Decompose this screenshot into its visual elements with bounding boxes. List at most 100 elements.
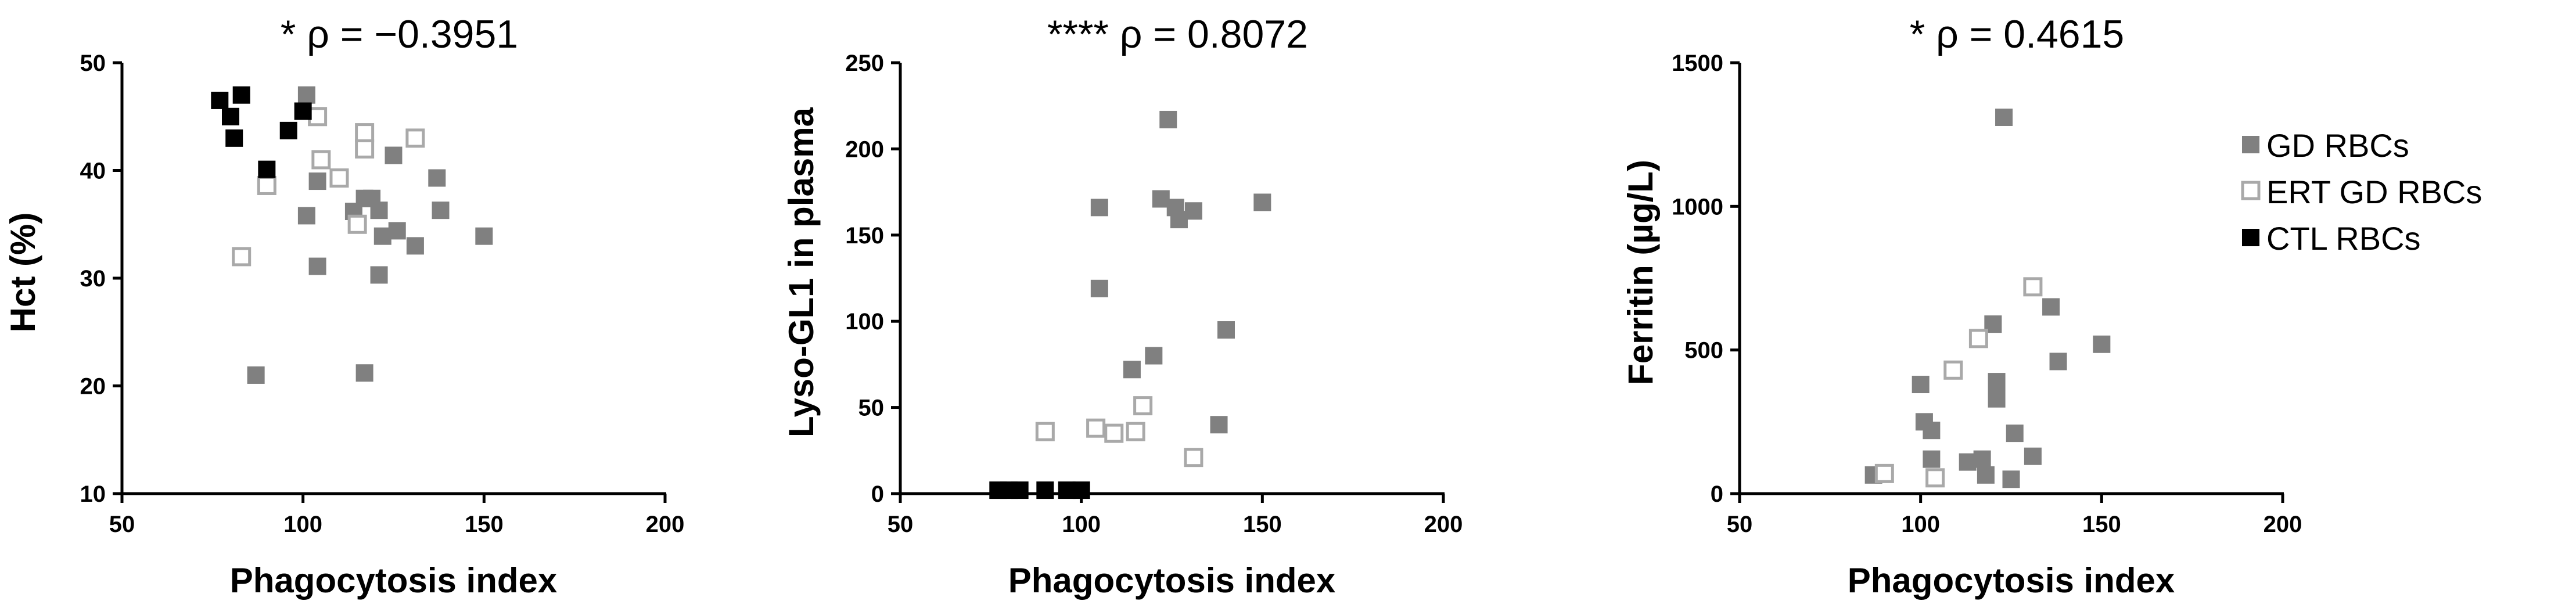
point-ert-gd-rbcs	[355, 123, 375, 143]
point-ert-gd-rbcs	[308, 107, 328, 127]
point-gd-rbcs	[475, 227, 493, 245]
y-tick-label: 150	[845, 223, 884, 249]
point-ctl-rbcs	[225, 129, 243, 147]
point-ert-gd-rbcs	[1086, 418, 1106, 438]
point-gd-rbcs	[308, 172, 326, 190]
point-ert-gd-rbcs	[1874, 463, 1894, 483]
point-gd-rbcs	[385, 146, 403, 164]
point-gd-rbcs	[1253, 193, 1271, 211]
point-ert-gd-rbcs	[1925, 468, 1945, 488]
point-gd-rbcs	[406, 237, 424, 255]
point-gd-rbcs	[308, 257, 326, 275]
point-ctl-rbcs	[232, 86, 250, 104]
point-ert-gd-rbcs	[257, 175, 276, 195]
x-tick-label: 50	[888, 512, 914, 537]
point-gd-rbcs	[1090, 199, 1108, 217]
x-tick-label: 50	[109, 512, 135, 537]
x-tick-label: 200	[1424, 512, 1463, 537]
x-axis-label: Phagocytosis index	[230, 561, 558, 600]
panel-hct: 50 100 150 200 10 20 30 40 50 * ρ = −0.3951 Phagoc…	[3, 12, 684, 600]
point-gd-rbcs	[1923, 450, 1941, 468]
point-ert-gd-rbcs	[347, 214, 367, 234]
point-ctl-rbcs	[222, 107, 239, 125]
point-ert-gd-rbcs	[405, 128, 425, 148]
point-gd-rbcs	[247, 366, 265, 384]
x-tick-label: 150	[2082, 512, 2121, 537]
legend-label-ctl-rbcs: CTL RBCs	[2266, 220, 2421, 257]
point-gd-rbcs	[370, 202, 388, 220]
y-tick-label: 20	[80, 374, 106, 400]
y-tick-label: 200	[845, 136, 884, 162]
point-ert-gd-rbcs	[2023, 277, 2043, 297]
x-tick-label: 100	[1062, 512, 1101, 537]
legend-label-gd-rbcs: GD RBCs	[2266, 127, 2409, 164]
chart-title: **** ρ = 0.8072	[1047, 12, 1308, 56]
point-gd-rbcs	[428, 169, 446, 187]
x-tick-label: 150	[1243, 512, 1282, 537]
point-ctl-rbcs	[279, 121, 297, 139]
y-axis-label: Lyso-GL1 in plasma	[782, 107, 821, 437]
point-ert-gd-rbcs	[1943, 360, 1963, 380]
point-gd-rbcs	[1217, 321, 1235, 339]
x-tick-label: 200	[646, 512, 685, 537]
panel-ferritin: 50 100 150 200 0 500 1000 1500 * ρ = 0.4615 Phago…	[1621, 12, 2302, 600]
y-tick-label: 40	[80, 159, 106, 184]
point-gd-rbcs	[2024, 447, 2042, 465]
point-ert-gd-rbcs	[311, 150, 331, 170]
point-ctl-rbcs	[211, 91, 229, 109]
point-gd-rbcs	[1912, 376, 1930, 394]
x-axis-label: Phagocytosis index	[1848, 561, 2175, 600]
legend: GD RBCs ERT GD RBCs CTL RBCs	[2241, 127, 2482, 257]
point-ert-gd-rbcs	[1104, 423, 1124, 443]
x-tick-label: 100	[1901, 512, 1940, 537]
point-gd-rbcs	[1923, 422, 1941, 440]
point-gd-rbcs	[1988, 390, 2006, 408]
point-gd-rbcs	[2002, 470, 2020, 488]
point-gd-rbcs	[1210, 416, 1228, 434]
point-ctl-rbcs	[1011, 481, 1029, 499]
point-ert-gd-rbcs	[1126, 422, 1145, 441]
point-ert-gd-rbcs	[1035, 422, 1055, 441]
point-gd-rbcs	[1159, 110, 1177, 128]
y-tick-label: 30	[80, 266, 106, 292]
point-gd-rbcs	[2049, 353, 2067, 371]
chart-title: * ρ = −0.3951	[281, 12, 518, 56]
point-gd-rbcs	[2042, 298, 2060, 316]
legend-marker-ctl-rbcs	[2242, 229, 2259, 246]
y-tick-label: 50	[858, 395, 885, 421]
point-gd-rbcs	[297, 86, 315, 104]
point-gd-rbcs	[1090, 279, 1108, 297]
point-gd-rbcs	[355, 364, 373, 382]
x-axis-label: Phagocytosis index	[1008, 561, 1336, 600]
point-gd-rbcs	[388, 222, 406, 240]
y-tick-label: 10	[80, 481, 106, 507]
point-ert-gd-rbcs	[1133, 396, 1153, 416]
y-axis-label: Hct (%)	[3, 213, 42, 333]
point-ctl-rbcs	[1072, 481, 1090, 499]
y-tick-label: 1500	[1672, 51, 1723, 76]
point-gd-rbcs	[432, 202, 450, 220]
point-gd-rbcs	[1123, 361, 1141, 379]
point-ert-gd-rbcs	[232, 247, 252, 267]
point-ert-gd-rbcs	[355, 139, 375, 159]
y-tick-label: 500	[1684, 338, 1723, 364]
legend-marker-gd-rbcs	[2242, 136, 2259, 153]
point-gd-rbcs	[1977, 466, 1995, 484]
point-ert-gd-rbcs	[1968, 329, 1988, 348]
x-tick-label: 100	[283, 512, 322, 537]
y-tick-label: 0	[871, 481, 884, 507]
y-tick-label: 50	[80, 51, 106, 76]
x-tick-label: 50	[1727, 512, 1753, 537]
x-tick-label: 150	[465, 512, 504, 537]
x-tick-label: 200	[2264, 512, 2302, 537]
point-gd-rbcs	[1973, 450, 1991, 468]
point-gd-rbcs	[1184, 202, 1202, 220]
point-ert-gd-rbcs	[329, 168, 349, 188]
point-gd-rbcs	[297, 207, 315, 225]
point-gd-rbcs	[2093, 335, 2111, 353]
point-ctl-rbcs	[294, 102, 312, 120]
point-gd-rbcs	[2006, 425, 2024, 443]
legend-marker-ert-gd-rbcs	[2241, 181, 2261, 200]
